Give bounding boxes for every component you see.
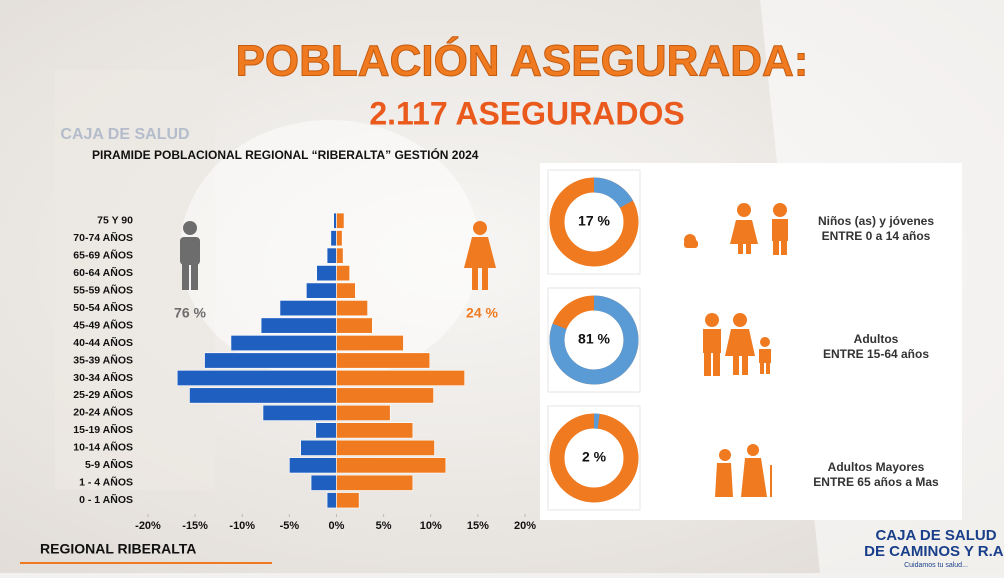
bar xyxy=(337,283,356,298)
bar xyxy=(306,283,336,298)
category-label: 0 - 1 AÑOS xyxy=(79,493,133,506)
footer-region: REGIONAL RIBERALTA xyxy=(40,541,196,557)
logo-tagline: Cuidamos tu salud... xyxy=(904,562,968,569)
bar xyxy=(327,493,336,508)
bar xyxy=(337,388,434,403)
category-label: 20-24 AÑOS xyxy=(73,406,133,419)
x-tick-label: -15% xyxy=(182,520,208,532)
male-share: 76 % xyxy=(174,305,206,321)
bar xyxy=(337,248,344,263)
banner-text: CAJA DE SALUD xyxy=(60,126,189,143)
bar xyxy=(289,458,336,473)
bar xyxy=(337,405,391,420)
x-tick-label: 5% xyxy=(376,520,392,532)
donut-label: 2 % xyxy=(582,449,607,465)
bar xyxy=(261,318,336,333)
group-label: Niños (as) y jóvenes xyxy=(818,214,934,228)
bar xyxy=(337,353,430,368)
bar xyxy=(337,440,435,455)
bar xyxy=(337,213,345,228)
category-label: 5-9 AÑOS xyxy=(85,458,133,471)
logo-line1: CAJA DE SALUD xyxy=(875,527,996,544)
category-label: 30-34 AÑOS xyxy=(73,371,133,384)
group-range: ENTRE 15-64 años xyxy=(823,347,929,361)
x-tick-label: -10% xyxy=(229,520,255,532)
title: POBLACIÓN ASEGURADA: xyxy=(236,36,809,86)
logo-line2: DE CAMINOS Y R.A. xyxy=(864,543,1004,560)
subtitle: 2.117 ASEGURADOS xyxy=(369,95,684,131)
bar xyxy=(337,335,404,350)
category-label: 25-29 AÑOS xyxy=(73,388,133,401)
category-label: 50-54 AÑOS xyxy=(73,301,133,314)
x-tick-label: 20% xyxy=(514,520,536,532)
x-tick-label: 10% xyxy=(420,520,442,532)
bar xyxy=(337,265,350,280)
bar xyxy=(177,370,336,385)
bar xyxy=(337,231,343,246)
category-label: 75 Y 90 xyxy=(97,215,133,227)
category-label: 40-44 AÑOS xyxy=(73,336,133,349)
bar xyxy=(263,405,337,420)
bar xyxy=(331,231,337,246)
bar xyxy=(205,353,337,368)
bar xyxy=(337,458,446,473)
group-range: ENTRE 65 años a Mas xyxy=(813,475,939,489)
x-tick-label: 0% xyxy=(329,520,345,532)
category-label: 70-74 AÑOS xyxy=(73,231,133,244)
bar xyxy=(327,248,336,263)
x-tick-label: -20% xyxy=(135,520,161,532)
female-share: 24 % xyxy=(466,305,498,321)
bar xyxy=(231,335,337,350)
category-label: 65-69 AÑOS xyxy=(73,248,133,261)
category-label: 35-39 AÑOS xyxy=(73,353,133,366)
category-label: 55-59 AÑOS xyxy=(73,283,133,296)
bar xyxy=(301,440,337,455)
x-tick-label: 15% xyxy=(467,520,489,532)
pyramid-title: PIRAMIDE POBLACIONAL REGIONAL “RIBERALTA… xyxy=(92,147,479,162)
bar xyxy=(189,388,336,403)
category-label: 1 - 4 AÑOS xyxy=(79,476,133,489)
bar xyxy=(337,493,360,508)
x-tick-label: -5% xyxy=(280,520,300,532)
bar xyxy=(280,300,337,315)
group-range: ENTRE 0 a 14 años xyxy=(822,229,931,243)
category-label: 10-14 AÑOS xyxy=(73,441,133,454)
bar xyxy=(337,300,368,315)
donut-label: 17 % xyxy=(578,213,610,229)
bar xyxy=(337,318,373,333)
bar xyxy=(337,423,413,438)
bar xyxy=(317,265,337,280)
bar xyxy=(337,475,413,490)
bar xyxy=(316,423,337,438)
bar xyxy=(337,370,465,385)
group-label: Adultos xyxy=(854,332,899,346)
category-label: 45-49 AÑOS xyxy=(73,318,133,331)
bar xyxy=(334,213,337,228)
group-label: Adultos Mayores xyxy=(828,460,925,474)
slide: CAJA DE SALUD POBLACIÓN ASEGURADA: 2.117… xyxy=(0,0,1004,573)
category-label: 15-19 AÑOS xyxy=(73,423,133,436)
bar xyxy=(311,475,336,490)
category-label: 60-64 AÑOS xyxy=(73,266,133,279)
donut-label: 81 % xyxy=(578,331,610,347)
